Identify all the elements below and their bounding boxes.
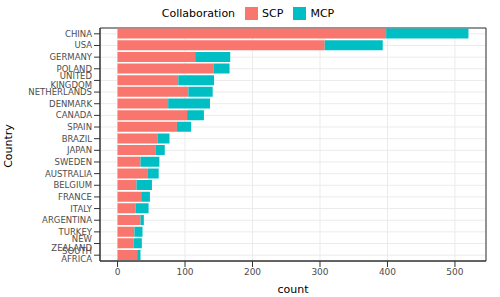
svg-text:500: 500 [446, 267, 463, 277]
svg-text:DENMARK: DENMARK [49, 99, 92, 109]
svg-text:SOUTHAFRICA: SOUTHAFRICA [61, 246, 92, 265]
svg-text:FRANCE: FRANCE [58, 192, 92, 202]
svg-text:NETHERLANDS: NETHERLANDS [28, 87, 92, 97]
svg-text:300: 300 [311, 267, 328, 277]
svg-text:BELGIUM: BELGIUM [53, 180, 92, 190]
svg-text:ITALY: ITALY [70, 204, 92, 214]
svg-text:JAPAN: JAPAN [66, 145, 92, 155]
svg-text:GERMANY: GERMANY [49, 52, 92, 62]
svg-text:BRAZIL: BRAZIL [62, 134, 93, 144]
svg-text:CHINA: CHINA [65, 29, 92, 39]
svg-text:ARGENTINA: ARGENTINA [42, 215, 92, 225]
svg-text:count: count [277, 283, 309, 296]
svg-text:SWEDEN: SWEDEN [55, 157, 92, 167]
svg-text:AUSTRALIA: AUSTRALIA [45, 169, 92, 179]
svg-text:SPAIN: SPAIN [67, 122, 92, 132]
svg-text:400: 400 [379, 267, 396, 277]
svg-text:0: 0 [115, 267, 121, 277]
svg-text:CANADA: CANADA [56, 110, 92, 120]
svg-text:USA: USA [74, 40, 92, 50]
svg-text:200: 200 [244, 267, 261, 277]
svg-text:100: 100 [176, 267, 193, 277]
